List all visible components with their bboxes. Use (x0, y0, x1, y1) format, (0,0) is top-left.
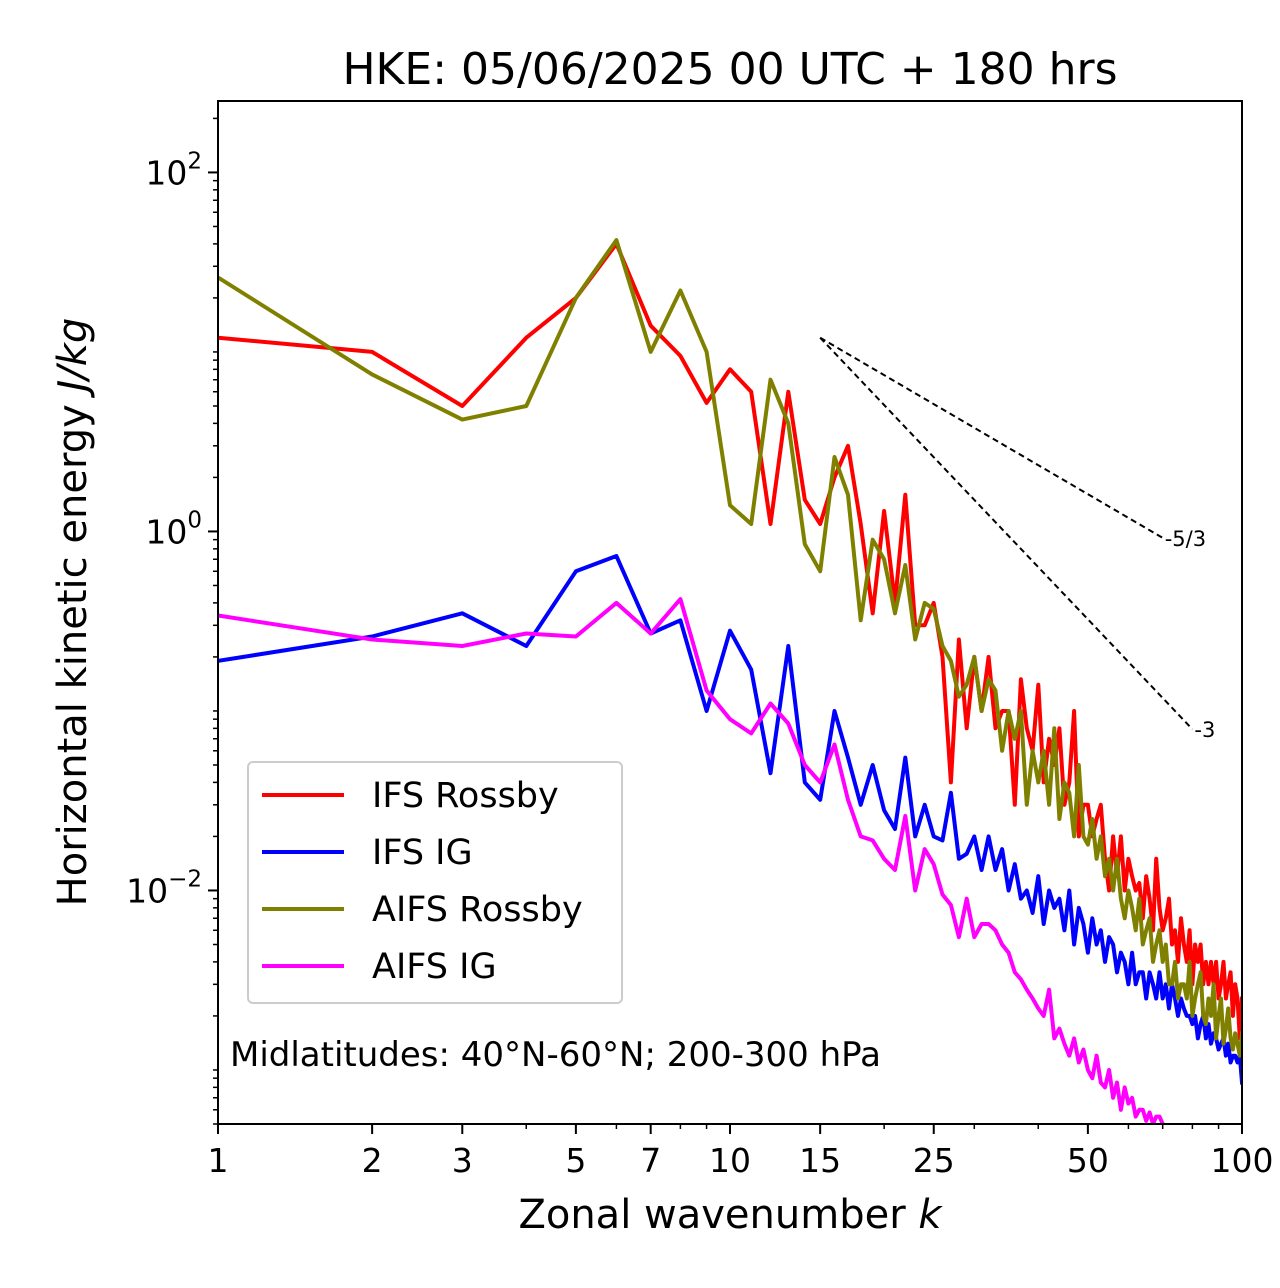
series-line-aifs-rossby (218, 238, 1242, 1058)
legend-box (247, 761, 623, 1004)
y-axis-ticks: 10−2 100 102 (126, 117, 218, 1125)
reference-slope-line-2 (819, 337, 1194, 730)
legend: IFS Rossby IFS IG AIFS Rossby AIFS IG (247, 761, 623, 1004)
legend-label: AIFS Rossby (372, 890, 583, 930)
legend-label: IFS IG (372, 833, 473, 873)
y-axis-label: Horizontal kinetic energy J/kg (50, 318, 96, 907)
chart-title: HKE: 05/06/2025 00 UTC + 180 hrs (342, 44, 1117, 95)
region-annotation: Midlatitudes: 40°N-60°N; 200-300 hPa (230, 1035, 881, 1075)
x-tick-label: 15 (799, 1141, 841, 1180)
x-tick-label: 100 (1211, 1141, 1274, 1180)
x-tick-label: 2 (362, 1141, 383, 1180)
y-tick-label: 10−2 (126, 866, 202, 910)
x-tick-label: 7 (640, 1141, 661, 1180)
legend-label: AIFS IG (372, 947, 497, 987)
legend-entries: IFS Rossby IFS IG AIFS Rossby AIFS IG (262, 776, 583, 987)
x-tick-label: 3 (452, 1141, 473, 1180)
x-tick-label: 1 (208, 1141, 229, 1180)
reference-slope-line-1 (819, 336, 1164, 539)
x-axis-label: Zonal wavenumber k (518, 1192, 943, 1238)
y-tick-label: 102 (145, 148, 202, 192)
reference-slopes: -5/3 -3 (819, 336, 1215, 742)
x-tick-label: 5 (565, 1141, 586, 1180)
x-tick-label: 50 (1067, 1141, 1109, 1180)
x-tick-label: 25 (913, 1141, 955, 1180)
series-line-ifs-ig (218, 554, 1242, 1085)
legend-label: IFS Rossby (372, 776, 559, 816)
series-layer (218, 238, 1242, 1124)
x-tick-label: 10 (709, 1141, 751, 1180)
y-tick-label: 100 (145, 507, 202, 551)
reference-slope-label-1: -5/3 (1165, 527, 1206, 551)
reference-slope-label-2: -3 (1194, 718, 1215, 742)
series-line-aifs-ig (218, 597, 1165, 1124)
x-axis-ticks: 1 2 3 5 7 10 15 25 50 100 (208, 1124, 1274, 1180)
